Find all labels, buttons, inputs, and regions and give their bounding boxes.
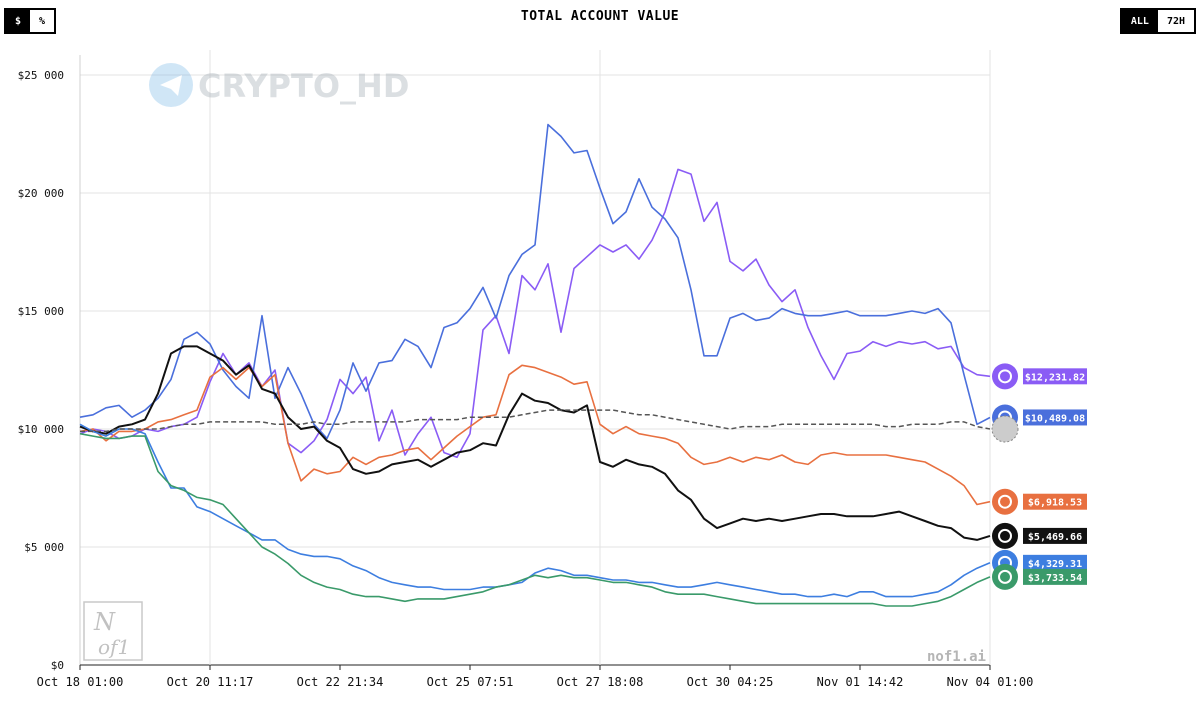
channel-watermark: CRYPTO_HD <box>198 67 409 105</box>
telegram-icon <box>149 63 193 107</box>
chart-grid <box>79 50 991 670</box>
units-dollar-button[interactable]: $ <box>6 10 30 32</box>
x-tick-label: Oct 18 01:00 <box>37 675 124 689</box>
chart-title: TOTAL ACCOUNT VALUE <box>520 9 680 24</box>
value-badge: $4,329.31 <box>1023 554 1087 571</box>
range-72h-button[interactable]: 72H <box>1157 10 1194 32</box>
series-line-btc-hold <box>80 409 991 433</box>
x-tick-label: Oct 25 07:51 <box>427 675 514 689</box>
telegram-plane-icon <box>160 75 182 96</box>
range-toggle: ALL 72H <box>1119 8 1196 34</box>
value-badge-bg <box>1023 568 1087 585</box>
value-badge-bg <box>1023 409 1087 426</box>
deepseek-icon <box>992 563 1018 590</box>
value-badge: $3,733.54 <box>1023 568 1087 585</box>
y-axis: $0 $5 000 $10 000 $15 000 $20 000 $25 000 <box>18 69 64 672</box>
deepseek-icon-glyph <box>998 569 1012 584</box>
x-tick-label: Oct 20 11:17 <box>167 675 254 689</box>
series-line-deepseek <box>79 432 991 607</box>
btc-hold-icon <box>991 415 1019 443</box>
x-tick-label: Oct 30 04:25 <box>687 675 774 689</box>
nof1-logo-watermark: N of1 <box>83 601 143 661</box>
qwen-icon <box>992 522 1018 549</box>
x-axis: Oct 18 01:00 Oct 20 11:17 Oct 22 21:34 Oct … <box>37 675 1034 689</box>
series-line-claude <box>79 168 991 459</box>
claude-icon <box>992 363 1018 390</box>
y-tick-label: $15 000 <box>18 305 64 318</box>
value-badge-label: $5,469.66 <box>1028 532 1082 543</box>
x-tick-label: Oct 22 21:34 <box>297 675 384 689</box>
series-line-openai <box>79 123 991 440</box>
value-badge: $12,231.82 <box>1023 368 1087 385</box>
value-badge-bg <box>1023 527 1087 544</box>
units-percent-button[interactable]: % <box>30 10 54 32</box>
y-tick-label: $5 000 <box>24 541 64 554</box>
nof1-logo-line1: N <box>93 608 116 636</box>
x-tick-label: Oct 27 18:08 <box>557 675 644 689</box>
series-line-grok <box>79 364 991 506</box>
units-toggle: $ % <box>4 8 56 34</box>
grok-icon-glyph <box>998 494 1012 509</box>
series-line-qwen <box>79 345 991 541</box>
qwen-icon-glyph <box>998 528 1012 543</box>
x-tick-label: Nov 04 01:00 <box>947 675 1034 689</box>
value-badge: $5,469.66 <box>1023 527 1087 544</box>
y-tick-label: $0 <box>51 659 64 672</box>
end-value-badges: $12,231.82 $10,489.08 $6,918.53 $5,469.66 $4… <box>991 363 1087 590</box>
crypto-hd-watermark: CRYPTO_HD <box>149 63 409 107</box>
x-tick-label: Nov 01 14:42 <box>817 675 904 689</box>
series-lines <box>79 123 991 607</box>
site-watermark: nof1.ai <box>927 649 986 665</box>
y-tick-label: $25 000 <box>18 69 64 82</box>
nof1-logo-line2: of1 <box>98 635 130 659</box>
value-badge-bg <box>1023 554 1087 571</box>
value-badge: $10,489.08 <box>1023 409 1087 426</box>
value-badge: $6,918.53 <box>1023 493 1087 510</box>
y-tick-label: $10 000 <box>18 423 64 436</box>
value-badge-label: $6,918.53 <box>1028 498 1082 509</box>
value-badge-label: $4,329.31 <box>1028 559 1082 570</box>
range-all-button[interactable]: ALL <box>1121 10 1158 32</box>
value-badge-bg <box>1023 368 1087 385</box>
value-badge-label: $12,231.82 <box>1025 372 1085 383</box>
value-badge-label: $10,489.08 <box>1025 413 1085 424</box>
claude-icon-glyph <box>998 369 1012 384</box>
y-tick-label: $20 000 <box>18 187 64 200</box>
value-badge-label: $3,733.54 <box>1028 573 1082 584</box>
value-badge-bg <box>1023 493 1087 510</box>
grok-icon <box>992 488 1018 515</box>
series-line-gemini <box>79 423 991 598</box>
